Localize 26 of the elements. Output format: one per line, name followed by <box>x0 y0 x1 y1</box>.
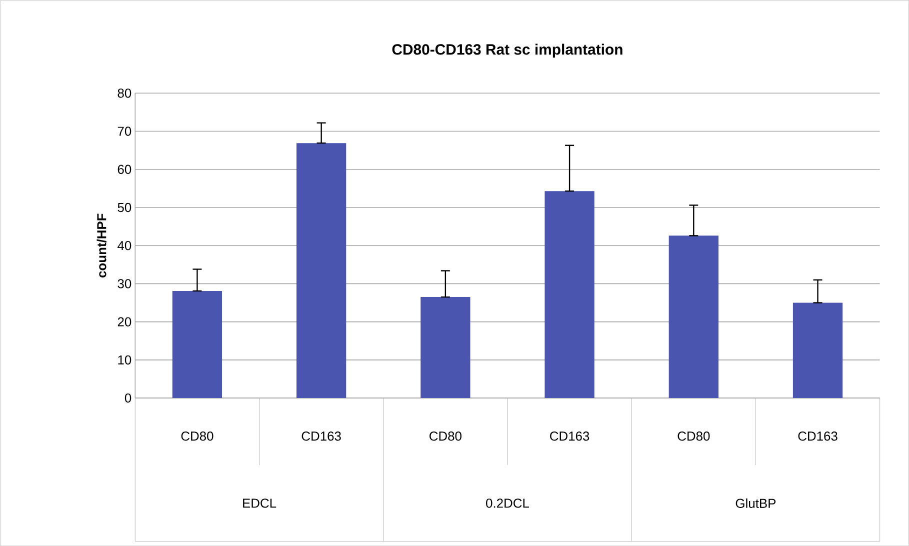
y-tick-label: 80 <box>118 88 132 98</box>
y-tick-label: 20 <box>118 317 132 326</box>
x-tick-label: CD80 <box>678 431 710 441</box>
bar <box>420 296 470 398</box>
bar <box>544 191 594 398</box>
y-tick-label: 50 <box>118 202 132 212</box>
bar <box>172 290 222 398</box>
text: EDCL <box>243 498 276 508</box>
bar <box>792 302 843 398</box>
bar <box>296 143 346 398</box>
bar <box>668 236 718 398</box>
y-tick-label: 30 <box>118 279 132 288</box>
y-tick-label: 70 <box>118 126 132 136</box>
y-tick-label: 0 <box>124 393 132 403</box>
y-axis-title: count/HPF <box>96 214 106 278</box>
text: 0.2DCL <box>486 498 529 508</box>
chart-title: CD80-CD163 Rat sc implantation <box>392 44 622 58</box>
x-tick-label: CD163 <box>302 431 341 441</box>
text: GlutBP <box>736 498 776 508</box>
x-tick-label: CD163 <box>550 431 590 441</box>
y-tick-label: 60 <box>118 164 132 174</box>
x-tick-label: CD163 <box>798 431 838 441</box>
x-tick-label: CD80 <box>430 431 462 441</box>
y-tick-label: 10 <box>118 355 132 364</box>
x-tick-label: CD80 <box>181 431 214 441</box>
y-tick-label: 40 <box>118 240 132 250</box>
